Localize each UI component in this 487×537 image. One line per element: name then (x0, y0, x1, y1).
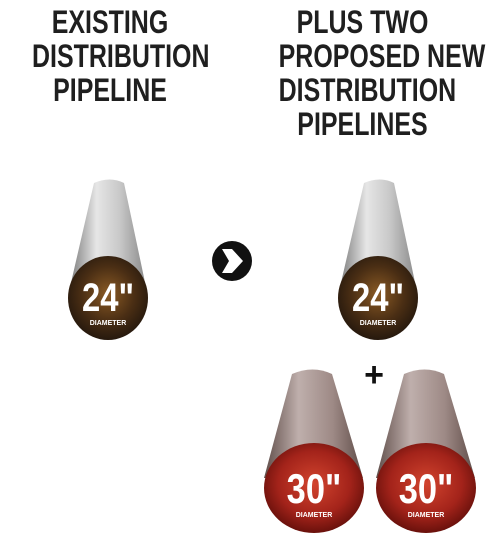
heading-line: DISTRIBUTION (278, 72, 457, 108)
pipe-unit-label: DIAMETER (408, 512, 445, 519)
arrow-right-circle-icon (212, 241, 252, 281)
pipe-size-label: 30" (287, 466, 342, 513)
pipe-size-label: 30" (399, 466, 454, 513)
pipe-24-proposed-existing: 24" DIAMETER (338, 179, 418, 340)
pipe-unit-label: DIAMETER (90, 320, 127, 327)
pipe-unit-label: DIAMETER (296, 512, 333, 519)
pipe-30-new-2: 30" DIAMETER (376, 369, 476, 533)
pipe-face (264, 443, 364, 533)
heading-line: PLUS TWO (296, 4, 429, 40)
pipe-face (338, 256, 418, 340)
pipe-24-existing: 24" DIAMETER (68, 179, 148, 340)
proposed-pipelines-heading: PLUS TWO PROPOSED NEW DISTRIBUTION PIPEL… (278, 4, 486, 142)
pipe-unit-label: DIAMETER (360, 320, 397, 327)
heading-line: EXISTING (51, 4, 169, 40)
heading-line: DISTRIBUTION (32, 38, 210, 74)
pipe-face (68, 256, 148, 340)
pipe-face (376, 443, 476, 533)
pipe-size-label: 24" (352, 275, 404, 320)
plus-sign: + (364, 356, 384, 394)
heading-line: PIPELINE (53, 72, 167, 108)
pipe-size-label: 24" (82, 275, 134, 320)
pipe-30-new-1: 30" DIAMETER (264, 369, 364, 533)
heading-line: PIPELINES (297, 106, 428, 142)
existing-pipeline-heading: EXISTING DISTRIBUTION PIPELINE (32, 4, 210, 108)
